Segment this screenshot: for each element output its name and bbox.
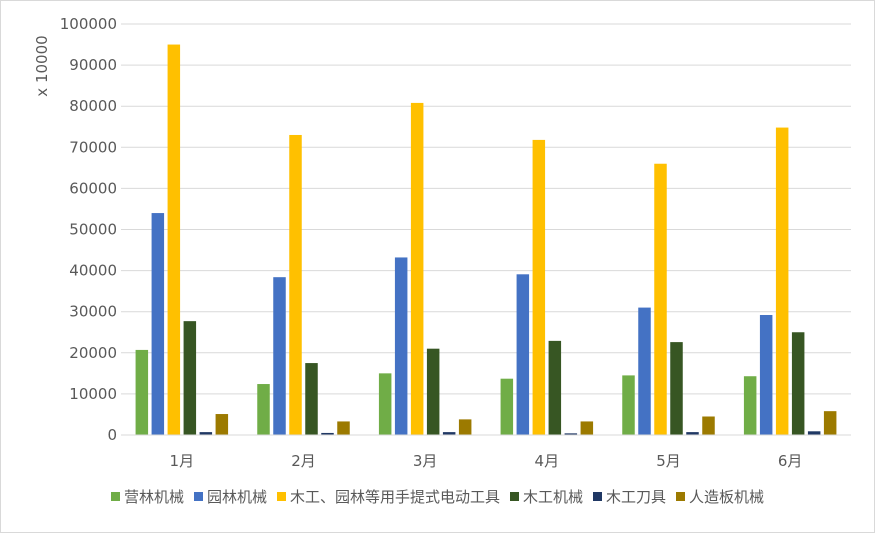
legend-swatch [593,492,602,501]
y-axis-label: x 10000 [33,35,51,96]
bar [378,373,392,435]
bar [321,432,334,435]
bar [638,307,651,435]
bar [622,375,635,435]
bar [759,314,773,435]
bar [532,139,546,435]
x-tick-label: 6月 [778,452,803,470]
y-tick-label: 100000 [60,15,117,33]
y-tick-label: 10000 [69,385,117,403]
legend-swatch [277,492,286,501]
legend-label: 园林机械 [207,488,267,506]
legend-swatch [510,492,519,501]
bar [702,416,715,435]
x-axis-ticks: 1月 2月 3月 4月 5月 6月 [170,452,803,470]
bar [458,419,472,435]
bar [135,349,149,435]
y-tick-label: 60000 [69,179,117,197]
x-tick-label: 2月 [291,452,316,470]
y-tick-label: 80000 [69,97,117,115]
legend: 营林机械 园林机械 木工、园林等用手提式电动工具 木工机械 木工刀具 人造板机械 [111,488,764,506]
y-tick-label: 20000 [69,344,117,362]
y-axis-ticks: 0 10000 20000 30000 40000 50000 60000 70000 8000… [60,15,117,444]
bar [580,421,594,435]
gridlines [121,23,851,395]
bar [289,134,302,435]
bar [807,431,821,435]
y-tick-label: 90000 [69,56,117,74]
bars [135,44,837,436]
y-tick-label: 70000 [69,138,117,156]
bar [564,433,578,435]
bar [823,411,837,435]
legend-label: 木工、园林等用手提式电动工具 [290,488,500,506]
bar [670,342,683,435]
legend-swatch [676,492,685,501]
y-tick-label: 40000 [69,262,117,280]
bar [151,213,165,435]
legend-label: 人造板机械 [689,488,764,506]
y-tick-label: 50000 [69,221,117,239]
bar [273,277,286,435]
legend-swatch [194,492,203,501]
bar [743,376,757,435]
bar [167,44,181,436]
bar [394,257,408,435]
bar [654,163,667,436]
bar [791,332,805,435]
legend-label: 木工刀具 [606,488,666,506]
bar [442,432,456,435]
bar [516,274,530,435]
legend-label: 营林机械 [124,488,184,506]
bar [686,432,699,435]
bar [305,363,318,435]
bar [500,378,514,435]
y-tick-label: 30000 [69,303,117,321]
legend-swatch [111,492,120,501]
x-tick-label: 4月 [535,452,560,470]
bar [410,102,424,435]
x-tick-label: 5月 [656,452,681,470]
bar [183,321,197,435]
y-tick-label: 0 [107,426,117,444]
x-tick-label: 3月 [413,452,438,470]
bar [426,348,440,435]
bar [548,340,562,435]
bar [337,421,350,435]
legend-label: 木工机械 [523,488,583,506]
bar [775,127,789,435]
bar [215,414,229,435]
bar [257,384,270,435]
bar [199,432,213,435]
x-tick-label: 1月 [170,452,195,470]
